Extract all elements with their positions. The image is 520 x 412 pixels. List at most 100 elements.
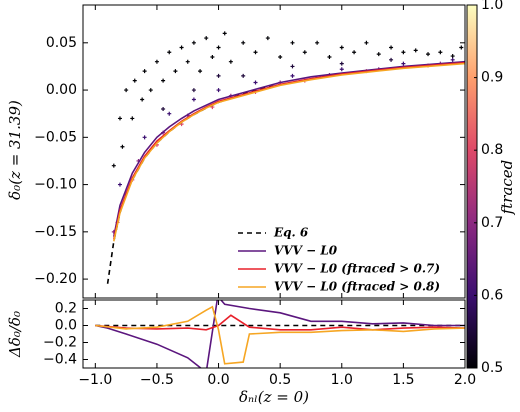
scatter-point — [204, 36, 209, 41]
scatter-point — [216, 88, 221, 93]
scatter-point — [210, 54, 215, 59]
scatter-point — [315, 40, 320, 45]
scatter-point — [327, 54, 332, 59]
scatter-point — [161, 106, 166, 111]
scatter-point — [216, 45, 221, 50]
y-tick-label: 0.2 — [55, 301, 77, 317]
axes-frame — [82, 299, 466, 369]
scatter-point — [413, 48, 418, 53]
y-tick-label: 0.0 — [55, 318, 77, 334]
y-tick-label: −0.4 — [43, 352, 77, 368]
scatter-point — [167, 111, 172, 116]
scatter-point — [191, 40, 196, 45]
scatter-point — [198, 69, 203, 74]
scatter-point — [111, 163, 116, 168]
legend-label: VVV − L0 (ftraced > 0.7) — [274, 262, 440, 276]
scatter-point — [191, 97, 196, 102]
axes-frame — [82, 4, 466, 299]
x-tick-label: −1.0 — [78, 372, 112, 388]
scatter-point — [450, 54, 455, 59]
colorbar-label: ftraced — [498, 160, 516, 216]
x-tick-label: 1.5 — [392, 372, 414, 388]
scatter-point — [222, 31, 227, 36]
colorbar-tick-label: 0.9 — [481, 70, 503, 86]
scatter-point — [241, 73, 246, 78]
scatter-point — [132, 78, 137, 83]
scatter-point — [120, 144, 125, 149]
scatter-point — [450, 57, 455, 62]
scatter-point — [142, 135, 147, 140]
scatter-point — [185, 59, 190, 64]
scatter-point — [290, 64, 295, 69]
x-tick-label: 2.0 — [454, 372, 476, 388]
series-line — [95, 300, 465, 368]
x-tick-label: 0.5 — [269, 372, 291, 388]
scatter-point — [290, 40, 295, 45]
x-tick-label: 0.0 — [207, 372, 229, 388]
colorbar-tick-label: 0.7 — [481, 215, 503, 231]
y-tick-label: −0.05 — [34, 129, 77, 145]
scatter-point — [278, 54, 283, 59]
scatter-point — [191, 88, 196, 93]
x-tick-label: −0.5 — [140, 372, 174, 388]
scatter-point — [265, 36, 270, 41]
scatter-point — [290, 73, 295, 78]
y-axis-label: Δδ₀/δ₀ — [6, 311, 24, 358]
scatter-point — [154, 59, 159, 64]
legend-label: VVV − L0 — [274, 244, 338, 258]
scatter-point — [401, 61, 406, 66]
scatter-point — [401, 50, 406, 55]
y-tick-label: −0.2 — [43, 335, 77, 351]
legend-label: VVV − L0 (ftraced > 0.8) — [274, 280, 440, 294]
scatter-point — [302, 50, 307, 55]
scatter-point — [124, 88, 129, 93]
scatter-point — [389, 45, 394, 50]
y-tick-label: 0.00 — [46, 82, 77, 98]
scatter-point — [117, 182, 122, 187]
scatter-point — [117, 116, 122, 121]
colorbar-tick-label: 0.6 — [481, 287, 503, 303]
scatter-point — [142, 69, 147, 74]
scatter-point — [364, 40, 369, 45]
scatter-point — [167, 50, 172, 55]
scatter-point — [253, 50, 258, 55]
colorbar-tick-label: 0.5 — [481, 360, 503, 376]
y-tick-label: 0.05 — [46, 35, 77, 51]
series-line — [95, 314, 465, 331]
series-line — [113, 61, 465, 240]
scatter-point — [389, 57, 394, 62]
scatter-point — [140, 97, 145, 102]
scatter-point — [179, 45, 184, 50]
series-line — [95, 305, 465, 365]
scatter-point — [173, 69, 178, 74]
colorbar-tick-label: 1.0 — [481, 0, 503, 13]
y-tick-label: −0.20 — [34, 271, 77, 287]
x-tick-label: 1.0 — [331, 372, 353, 388]
scatter-point — [339, 67, 344, 72]
scatter-point — [148, 88, 153, 93]
scatter-point — [376, 52, 381, 57]
series-line — [113, 60, 465, 237]
scatter-point — [253, 80, 258, 85]
scatter-point — [339, 61, 344, 66]
colorbar-tick-label: 0.8 — [481, 142, 503, 158]
scatter-point — [228, 59, 233, 64]
scatter-point — [130, 116, 135, 121]
y-tick-label: −0.15 — [34, 224, 77, 240]
plot-area — [95, 300, 465, 368]
y-tick-label: −0.10 — [34, 177, 77, 193]
y-axis-label: δ₀(z = 31.39) — [6, 100, 24, 200]
scatter-point — [216, 73, 221, 78]
scatter-point — [426, 52, 431, 57]
x-axis-label: δₙₗ(z = 0) — [239, 388, 309, 406]
scatter-point — [241, 40, 246, 45]
scatter-point — [352, 50, 357, 55]
legend-label: Eq. 6 — [273, 226, 309, 240]
scatter-point — [459, 45, 464, 50]
plot-area — [106, 31, 465, 284]
colorbar — [466, 4, 478, 369]
series-line — [113, 62, 465, 242]
scatter-point — [161, 78, 166, 83]
scatter-point — [339, 45, 344, 50]
scatter-point — [438, 50, 443, 55]
